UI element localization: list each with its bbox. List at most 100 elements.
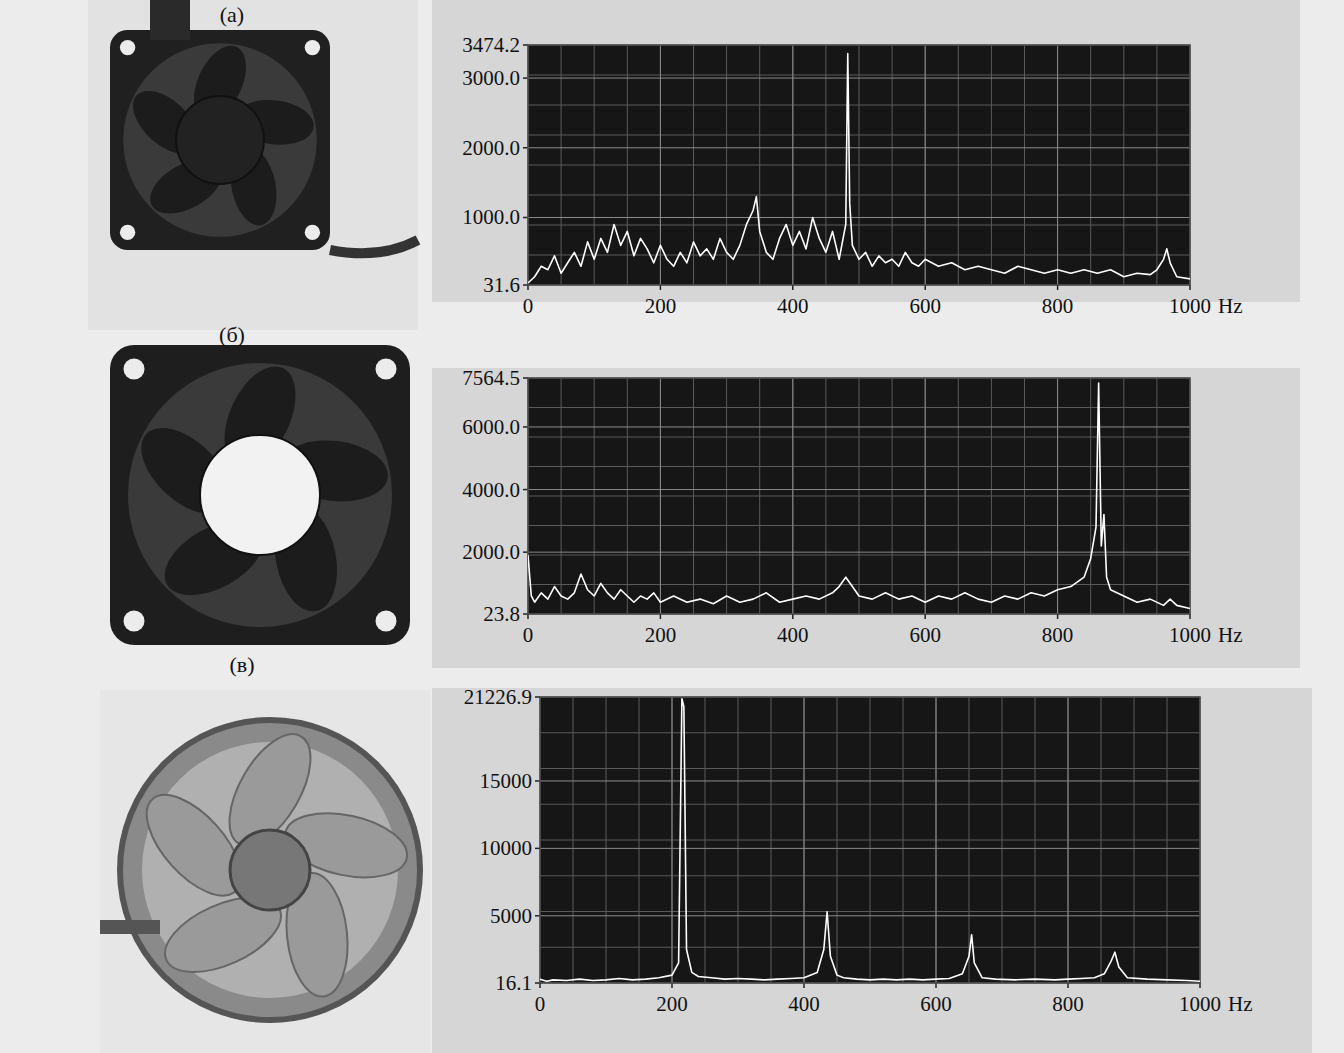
y-tick-label: 15000 <box>480 769 533 793</box>
fan-frame <box>110 345 410 645</box>
fan-mount-hole <box>120 40 135 55</box>
fan-cable <box>150 0 190 40</box>
grid-line <box>660 378 661 614</box>
minor-grid <box>528 135 1190 136</box>
grid-line <box>540 915 1200 916</box>
minor-grid <box>540 875 1200 876</box>
minor-grid <box>660 45 661 285</box>
chart-panel: 16.15000100001500021226.9020040060080010… <box>432 685 1312 1053</box>
fan-mount-hole <box>376 359 397 380</box>
x-tick-label: 600 <box>909 623 941 647</box>
x-tick-label: 600 <box>920 992 952 1016</box>
fan-bracket <box>100 920 160 934</box>
minor-grid <box>528 525 1190 526</box>
x-tick-label: 800 <box>1042 623 1074 647</box>
x-tick-label: 800 <box>1052 992 1084 1016</box>
grid-line <box>660 45 661 285</box>
panel-label: (б) <box>219 322 245 347</box>
x-tick-label: 200 <box>645 294 677 318</box>
grid-line <box>528 147 1190 148</box>
fan-housing <box>120 720 420 1020</box>
panel-label: (а) <box>220 2 244 27</box>
grid-line <box>925 378 926 614</box>
grid-line <box>672 697 673 983</box>
grid-line <box>936 697 937 983</box>
minor-grid <box>1068 697 1069 983</box>
plot-frame <box>540 697 1200 983</box>
grid-line <box>540 780 1200 781</box>
grid-line <box>528 217 1190 218</box>
fan-hub <box>230 830 310 910</box>
minor-grid <box>528 584 1190 585</box>
fan-mount-hole <box>124 611 145 632</box>
spectrum-line <box>540 699 1200 981</box>
x-tick-label: 1000 <box>1169 294 1211 318</box>
spectrum-line <box>528 383 1190 608</box>
minor-grid <box>528 466 1190 467</box>
plot-background <box>528 45 1190 285</box>
minor-grid <box>1057 378 1058 614</box>
x-axis-label: Hz <box>1218 623 1243 647</box>
grid-line <box>528 78 1190 79</box>
fan-hub <box>200 435 320 555</box>
grid-line <box>804 697 805 983</box>
minor-grid <box>540 732 1200 733</box>
minor-grid <box>792 378 793 614</box>
minor-grid <box>528 437 1190 438</box>
plot-marks <box>528 383 1190 608</box>
x-tick-label: 400 <box>777 623 809 647</box>
plot-background <box>528 378 1190 614</box>
y-tick-label: 3474.2 <box>462 33 520 57</box>
grid-line <box>792 378 793 614</box>
x-tick-label: 400 <box>777 294 809 318</box>
x-tick-label: 600 <box>909 294 941 318</box>
x-axis-label: Hz <box>1228 992 1253 1016</box>
minor-grid <box>528 105 1190 106</box>
x-tick-label: 0 <box>535 992 546 1016</box>
y-tick-label: 6000.0 <box>462 415 520 439</box>
y-tick-label: 2000.0 <box>462 136 520 160</box>
panel-label: (в) <box>229 652 254 677</box>
minor-grid <box>672 697 673 983</box>
fan-mount-hole <box>124 359 145 380</box>
y-tick-label: 3000.0 <box>462 66 520 90</box>
minor-grid <box>540 804 1200 805</box>
fan-photos <box>88 0 430 1053</box>
grid-line <box>1057 378 1058 614</box>
x-tick-label: 1000 <box>1169 623 1211 647</box>
minor-grid <box>925 378 926 614</box>
y-tick-label: 4000.0 <box>462 478 520 502</box>
y-tick-label: 10000 <box>480 836 533 860</box>
minor-grid <box>528 255 1190 256</box>
grid-line <box>540 848 1200 849</box>
minor-grid <box>528 407 1190 408</box>
minor-grid <box>804 697 805 983</box>
fan-mount-hole <box>120 225 135 240</box>
photo-a-background <box>88 0 418 330</box>
y-tick-label: 5000 <box>490 904 532 928</box>
minor-grid <box>792 45 793 285</box>
x-tick-label: 1000 <box>1179 992 1221 1016</box>
y-tick-label: 21226.9 <box>464 685 532 709</box>
grid-line <box>528 426 1190 427</box>
minor-grid <box>540 768 1200 769</box>
photo-c-background <box>100 690 430 1053</box>
plot-frame <box>528 45 1190 285</box>
grid-line <box>528 552 1190 553</box>
minor-grid <box>528 195 1190 196</box>
fan-mount-hole <box>305 225 320 240</box>
y-tick-label: 1000.0 <box>462 205 520 229</box>
fan-hub <box>176 96 264 184</box>
chart-panel: 23.82000.04000.06000.07564.5020040060080… <box>432 366 1300 668</box>
plot-marks <box>540 699 1200 981</box>
grid-line <box>528 489 1190 490</box>
plot-marks <box>528 54 1190 283</box>
grid-line <box>792 45 793 285</box>
plot-frame <box>528 378 1190 614</box>
minor-grid <box>660 378 661 614</box>
y-tick-label: 7564.5 <box>462 366 520 390</box>
minor-grid <box>528 165 1190 166</box>
page-background <box>0 0 1344 1053</box>
y-tick-label: 16.1 <box>495 971 532 995</box>
x-tick-label: 400 <box>788 992 820 1016</box>
